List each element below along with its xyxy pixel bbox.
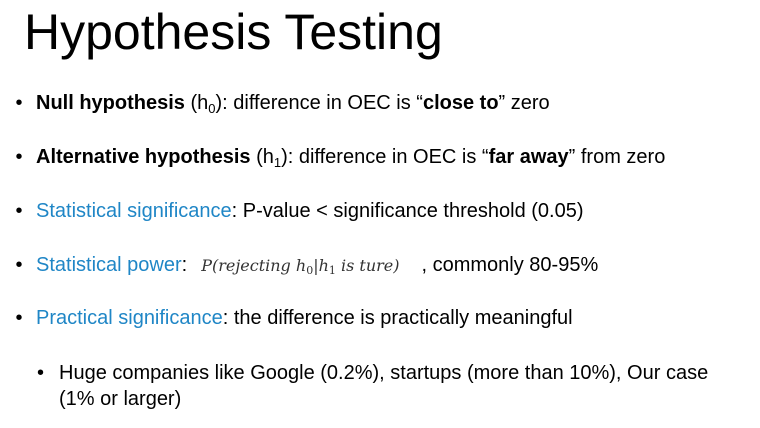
practical-significance-term: Practical significance [36,307,223,329]
bullet-dot: • [15,254,23,276]
sub-bullet-dot: • [37,362,45,384]
statistical-power-formula: P(rejecting h0|h1 is ture) [201,254,399,280]
alternative-hypothesis-tail: ” from zero [568,146,666,168]
formula-subscript-1: 1 [328,264,336,277]
slide-title: Hypothesis Testing [24,4,443,60]
formula-part-mid: |h [313,256,329,275]
null-hypothesis-tail: ” zero [498,92,550,114]
bullet-statistical-power: • Statistical power: P(rejecting h0|h1 is… [15,253,599,280]
formula-subscript-0: 0 [306,264,314,277]
bullet-alternative-hypothesis: • Alternative hypothesis (h1): differenc… [15,145,666,171]
alternative-hypothesis-paren-close: ): difference in OEC is “ [281,146,489,168]
formula-part-pre: P(rejecting h [201,256,307,275]
bullet-dot: • [15,146,23,168]
practical-significance-text: : the difference is practically meaningf… [222,307,573,329]
bullet-dot: • [15,200,23,222]
bullet-dot: • [15,307,23,329]
alternative-hypothesis-subscript: 1 [273,155,282,170]
bullet-practical-significance: • Practical significance: the difference… [15,306,573,330]
null-hypothesis-paren-open: (h [184,92,209,114]
statistical-significance-text: : P-value < significance threshold (0.05… [231,200,584,222]
formula-part-post: is ture) [335,256,400,275]
bullet-dot: • [15,92,23,114]
null-hypothesis-term: Null hypothesis [36,92,185,114]
sub-bullet-text: Huge companies like Google (0.2%), start… [59,362,709,410]
alternative-hypothesis-emphasis: far away [488,146,569,168]
null-hypothesis-paren-close: ): difference in OEC is “ [215,92,423,114]
statistical-power-colon: : [181,254,188,276]
null-hypothesis-emphasis: close to [422,92,499,114]
statistical-significance-term: Statistical significance [36,200,232,222]
statistical-power-term: Statistical power [36,254,182,276]
alternative-hypothesis-term: Alternative hypothesis [36,146,251,168]
alternative-hypothesis-paren-open: (h [250,146,274,168]
bullet-statistical-significance: • Statistical significance: P-value < si… [15,199,584,223]
sub-bullet-examples: • Huge companies like Google (0.2%), sta… [37,360,739,412]
statistical-power-text: , commonly 80-95% [421,254,599,276]
bullet-null-hypothesis: • Null hypothesis (h0): difference in OE… [15,91,550,117]
null-hypothesis-subscript: 0 [208,101,216,116]
